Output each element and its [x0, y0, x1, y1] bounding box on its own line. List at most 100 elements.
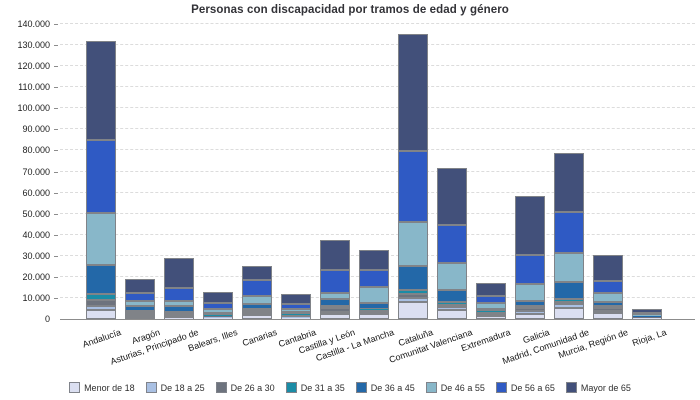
bar-segment[interactable] [281, 318, 311, 319]
bar-segment[interactable] [359, 269, 389, 288]
bar-segment[interactable] [203, 308, 233, 314]
bar-segment[interactable] [554, 281, 584, 299]
bar-segment[interactable] [125, 313, 155, 315]
bar-segment[interactable] [398, 301, 428, 319]
bar-segment[interactable] [164, 316, 194, 319]
bar-segment[interactable] [437, 263, 467, 290]
bar-segment[interactable] [164, 287, 194, 302]
bar-segment[interactable] [320, 308, 350, 312]
bar-segment[interactable] [632, 315, 662, 317]
bar-segment[interactable] [242, 265, 272, 280]
bar-segment[interactable] [359, 312, 389, 315]
bar-segment[interactable] [593, 302, 623, 307]
bar-segment[interactable] [281, 314, 311, 316]
bar-segment[interactable] [437, 301, 467, 305]
bar-segment[interactable] [398, 221, 428, 266]
bar-segment[interactable] [86, 300, 116, 306]
bar-segment[interactable] [164, 318, 194, 319]
bar-segment[interactable] [203, 313, 233, 316]
bar-segment[interactable] [320, 313, 350, 319]
bar-segment[interactable] [86, 309, 116, 319]
bar-segment[interactable] [125, 293, 155, 301]
bar-segment[interactable] [359, 308, 389, 310]
bar-segment[interactable] [437, 304, 467, 307]
bar-segment[interactable] [632, 314, 662, 316]
bar-segment[interactable] [515, 300, 545, 307]
bar-segment[interactable] [437, 289, 467, 302]
bar-segment[interactable] [632, 312, 662, 315]
bar-segment[interactable] [593, 255, 623, 281]
bar-segment[interactable] [359, 303, 389, 309]
bar-segment[interactable] [632, 317, 662, 319]
bar-segment[interactable] [515, 311, 545, 314]
bar-segment[interactable] [203, 315, 233, 317]
bar-segment[interactable] [320, 311, 350, 314]
legend-item[interactable]: Menor de 18 [69, 382, 135, 393]
bar-segment[interactable] [359, 249, 389, 270]
bar-segment[interactable] [281, 309, 311, 313]
bar-segment[interactable] [281, 312, 311, 315]
bar-segment[interactable] [203, 316, 233, 318]
bar-segment[interactable] [125, 315, 155, 317]
bar-segment[interactable] [281, 293, 311, 304]
bar-segment[interactable] [86, 40, 116, 140]
bar-segment[interactable] [281, 303, 311, 310]
legend-item[interactable]: De 18 a 25 [145, 382, 205, 393]
bar-segment[interactable] [476, 316, 506, 319]
bar-segment[interactable] [281, 317, 311, 319]
bar-segment[interactable] [203, 302, 233, 309]
bar-segment[interactable] [515, 254, 545, 284]
bar-segment[interactable] [593, 308, 623, 311]
bar-segment[interactable] [437, 225, 467, 264]
bar-segment[interactable] [554, 299, 584, 302]
bar-segment[interactable] [242, 313, 272, 315]
bar-segment[interactable] [125, 311, 155, 313]
bar-segment[interactable] [554, 304, 584, 308]
bar-segment[interactable] [515, 195, 545, 255]
bar-segment[interactable] [515, 306, 545, 309]
bar-segment[interactable] [359, 287, 389, 304]
bar-segment[interactable] [320, 239, 350, 270]
bar-segment[interactable] [242, 311, 272, 313]
bar-segment[interactable] [281, 315, 311, 318]
bar-segment[interactable] [554, 307, 584, 319]
bar-segment[interactable] [632, 308, 662, 313]
bar-segment[interactable] [515, 308, 545, 311]
bar-segment[interactable] [398, 293, 428, 299]
bar-segment[interactable] [203, 317, 233, 318]
bar-segment[interactable] [125, 306, 155, 311]
bar-segment[interactable] [476, 303, 506, 309]
bar-segment[interactable] [359, 309, 389, 313]
bar-segment[interactable] [476, 312, 506, 315]
bar-segment[interactable] [86, 264, 116, 295]
bar-segment[interactable] [242, 304, 272, 309]
bar-segment[interactable] [125, 278, 155, 294]
legend-item[interactable]: De 31 a 35 [285, 382, 345, 393]
bar-segment[interactable] [242, 309, 272, 311]
bar-segment[interactable] [242, 296, 272, 305]
bar-segment[interactable] [515, 283, 545, 301]
bar-segment[interactable] [398, 150, 428, 222]
bar-segment[interactable] [125, 317, 155, 319]
bar-segment[interactable] [476, 283, 506, 296]
bar-segment[interactable] [593, 310, 623, 313]
bar-segment[interactable] [632, 316, 662, 318]
bar-segment[interactable] [554, 211, 584, 253]
bar-segment[interactable] [203, 317, 233, 319]
bar-segment[interactable] [164, 312, 194, 315]
legend-item[interactable]: De 36 a 45 [355, 382, 415, 393]
bar-segment[interactable] [86, 213, 116, 265]
bar-segment[interactable] [515, 313, 545, 319]
bar-segment[interactable] [398, 33, 428, 151]
bar-segment[interactable] [242, 279, 272, 297]
bar-segment[interactable] [86, 305, 116, 310]
legend-item[interactable]: De 46 a 55 [425, 382, 485, 393]
bar-segment[interactable] [554, 152, 584, 212]
bar-segment[interactable] [398, 289, 428, 294]
bar-segment[interactable] [593, 312, 623, 319]
bar-segment[interactable] [554, 301, 584, 305]
bar-segment[interactable] [86, 139, 116, 214]
bar-segment[interactable] [86, 294, 116, 301]
bar-segment[interactable] [359, 314, 389, 319]
bar-segment[interactable] [398, 265, 428, 290]
